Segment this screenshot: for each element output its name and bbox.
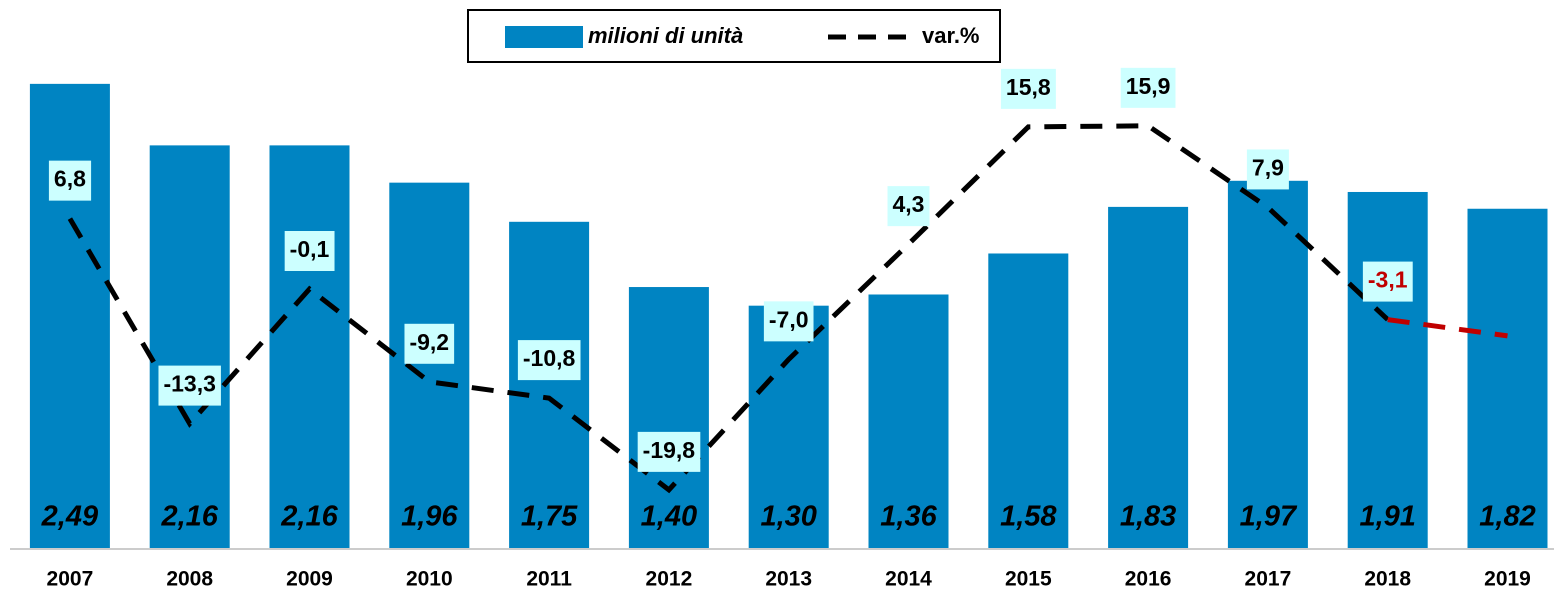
bar [389,182,470,548]
line-label: 15,8 [1006,74,1051,100]
bar [1347,191,1428,548]
x-tick-label: 2016 [1125,568,1172,591]
label-box [158,365,221,406]
x-tick-label: 2011 [526,568,572,591]
label-box [1246,149,1289,190]
line-label: 7,9 [1252,155,1284,181]
label-box [517,340,581,381]
line [1387,317,1508,339]
line-label: 4,3 [893,191,925,217]
label-box [284,230,335,271]
bar-label: 2,49 [41,501,98,533]
label-box [763,301,814,342]
legend-label: milioni di unità [588,23,743,48]
bar-label: 1,91 [1359,501,1415,533]
line-label: -0,1 [290,236,330,262]
line-label: -7,0 [769,306,809,332]
legend-swatch [505,26,583,48]
label-box [1000,68,1056,109]
label-box [1362,261,1413,302]
line-label: 6,8 [54,166,86,192]
label-box [1120,67,1176,108]
label-box [48,160,92,201]
x-tick-label: 2007 [47,568,94,591]
label-box [637,431,701,472]
bar [988,253,1069,548]
line-label: -9,2 [409,329,449,355]
bar [269,145,350,548]
bar [868,294,949,548]
x-tick-label: 2012 [646,568,693,591]
x-tick-label: 2008 [166,568,213,591]
label-box [404,323,455,364]
line-label: -3,1 [1368,267,1408,293]
x-tick-label: 2014 [885,568,932,591]
bar [29,83,110,548]
bar [1467,208,1548,548]
line-label: -13,3 [163,371,215,397]
x-tick-label: 2017 [1245,568,1292,591]
x-tick-label: 2015 [1005,568,1052,591]
bar-label: 2,16 [280,501,338,533]
bar-label: 1,36 [880,501,937,533]
bar [1227,180,1308,549]
bar [748,305,829,548]
bar-label: 1,58 [1000,501,1057,533]
x-tick-label: 2013 [765,568,812,591]
bar-label: 1,75 [521,501,578,533]
bar-label: 1,82 [1479,501,1535,533]
line-label: 15,9 [1126,73,1171,99]
line-label: -19,8 [643,437,696,463]
x-tick-label: 2009 [286,568,333,591]
bar-label: 2,16 [160,501,218,533]
line [67,123,1390,494]
label-box [887,186,930,227]
bar-label: 1,96 [401,501,458,533]
bar-label: 1,30 [760,501,816,533]
bar [509,221,590,549]
bar-label: 1,83 [1120,501,1176,533]
bar [1108,206,1189,548]
x-tick-label: 2018 [1364,568,1411,591]
bar-label: 1,97 [1240,501,1298,533]
bar [628,287,709,548]
bar [149,145,230,548]
x-tick-label: 2019 [1484,568,1531,591]
line-label: -10,8 [523,345,576,371]
bar-label: 1,40 [641,501,697,533]
legend-label: var.% [922,23,980,48]
x-tick-label: 2010 [406,568,453,591]
